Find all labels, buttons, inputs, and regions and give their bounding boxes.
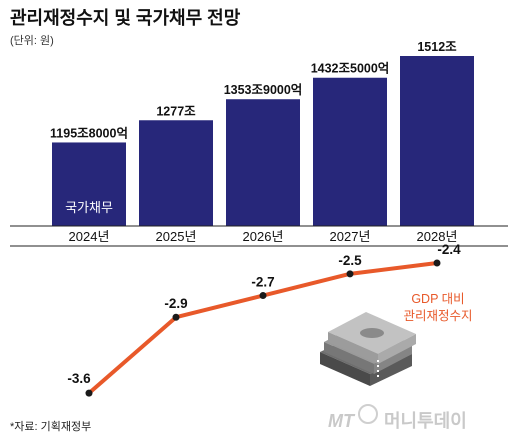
annotation-line-2: 관리재정수지	[403, 309, 472, 323]
svg-text:MT: MT	[328, 411, 356, 431]
bar-value-label-5: 1512조	[417, 40, 457, 54]
line-value-label-3: -2.7	[251, 275, 274, 290]
line-point-2	[172, 313, 180, 321]
annotation-line-1: GDP 대비	[411, 292, 464, 306]
watermark-text: 머니투데이	[384, 411, 467, 431]
unit-label: (단위: 원)	[10, 34, 54, 47]
line-value-label-2: -2.9	[164, 296, 187, 311]
bar-series: 1195조8000억 1277조 1353조9000억 1432조5000억 1512조…	[50, 40, 474, 226]
annotation: GDP 대비 관리재정수지	[403, 292, 472, 323]
line-value-label-1: -3.6	[67, 371, 91, 386]
source-note: *자료: 기획재정부	[10, 420, 91, 433]
bar-value-label-1: 1195조8000억	[50, 126, 128, 140]
chart-title: 관리재정수지 및 국가채무 전망	[10, 8, 241, 28]
line-value-label-5: -2.4	[437, 242, 461, 257]
bar-value-label-2: 1277조	[156, 104, 196, 118]
category-label-1: 2024년	[69, 229, 110, 244]
bar-value-label-3: 1353조9000억	[224, 83, 303, 97]
category-label-4: 2027년	[330, 229, 371, 244]
line-series: -3.6 -2.9 -2.7 -2.5 -2.4	[67, 242, 461, 397]
category-axis: 2024년 2025년 2026년 2027년 2028년	[69, 229, 458, 244]
line-point-4	[346, 270, 354, 278]
category-label-5: 2028년	[417, 229, 458, 244]
line-point-5	[433, 259, 441, 267]
line-value-label-4: -2.5	[338, 253, 362, 268]
category-label-3: 2026년	[243, 229, 284, 244]
line-point-3	[259, 292, 267, 300]
line-point-1	[85, 389, 93, 397]
watermark: MT 머니투데이	[328, 404, 467, 431]
money-stack-icon	[320, 312, 416, 386]
bar-1	[52, 142, 126, 226]
bar-5	[400, 56, 474, 226]
bar-2	[139, 120, 213, 226]
bar-3	[226, 99, 300, 226]
bar-value-label-4: 1432조5000억	[311, 62, 390, 76]
mt-logo-icon: MT	[328, 411, 356, 431]
in-bar-label: 국가채무	[65, 200, 113, 215]
category-label-2: 2025년	[156, 229, 197, 244]
bar-4	[313, 77, 387, 226]
